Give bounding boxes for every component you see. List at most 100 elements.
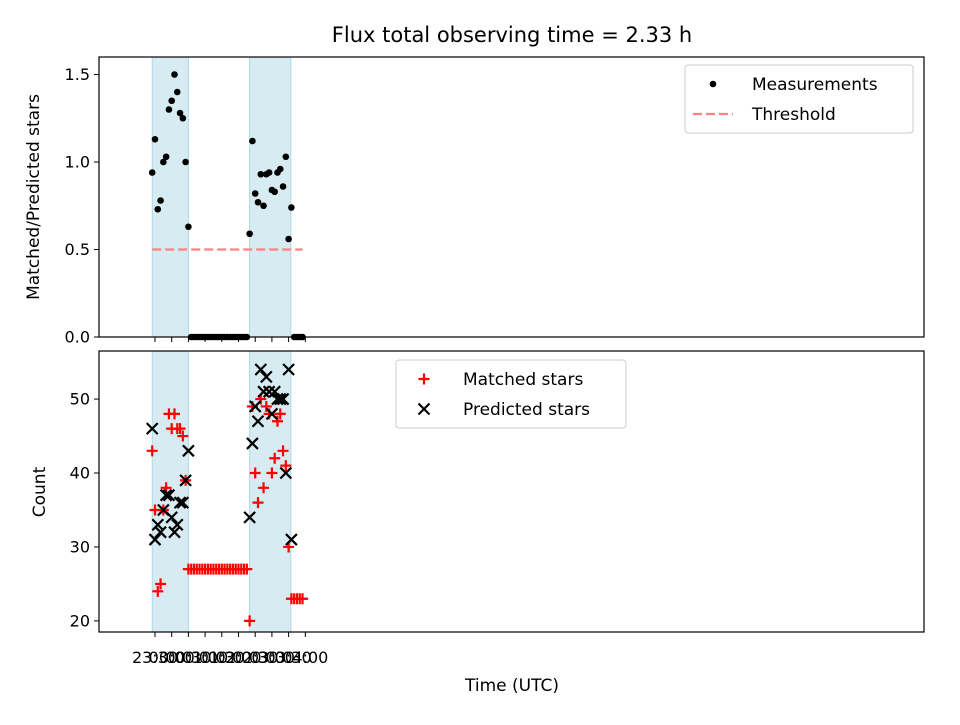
measurement-point (171, 71, 178, 78)
matched-star-point (269, 452, 281, 464)
x-tick-label: 01:30 (199, 648, 245, 667)
y-axis-label-bottom: Count (30, 466, 50, 517)
y-tick-label: 30 (70, 538, 90, 557)
measurement-point (282, 153, 290, 161)
measurement-point (182, 158, 189, 166)
measurement-point (254, 198, 262, 206)
predicted-star-point (159, 488, 173, 502)
x-tick-label: 04:00 (282, 648, 328, 667)
predicted-star-point (151, 518, 165, 532)
predicted-star-point (271, 392, 284, 406)
x-axis-label: Time (UTC) (464, 676, 559, 696)
predicted-star-point (279, 466, 293, 480)
x-tick-label: 03:00 (249, 648, 295, 667)
measurement-point (285, 235, 292, 243)
measurement-point (176, 109, 184, 117)
matched-star-point (155, 578, 167, 590)
legend-box-1 (395, 359, 627, 429)
y-tick-label: 0.0 (65, 328, 90, 347)
x-tick-label: 02:30 (232, 648, 278, 667)
matched-star-point (241, 563, 253, 575)
matched-star-point (297, 593, 309, 605)
measurement-point (179, 114, 187, 122)
legend-label: Matched stars (463, 370, 583, 390)
matched-star-point (177, 430, 189, 442)
predicted-star-point (257, 385, 270, 398)
predicted-star-point (148, 533, 162, 546)
legend-x-icon (417, 402, 431, 416)
predicted-star-point (260, 370, 273, 384)
x-tick-label: 23:30 (132, 648, 178, 667)
y-tick-label: 1.5 (65, 65, 90, 84)
measurement-point (246, 230, 253, 238)
measurement-point (154, 205, 162, 213)
measurement-point (160, 158, 167, 166)
predicted-star-point (145, 422, 159, 435)
predicted-star-point (246, 437, 259, 450)
shaded-window-0-1 (249, 56, 292, 338)
measurement-point (276, 165, 284, 173)
predicted-star-point (254, 363, 268, 376)
measurement-point (157, 197, 164, 204)
measurement-point (271, 188, 278, 196)
predicted-star-point (170, 518, 184, 532)
predicted-star-point (176, 496, 190, 509)
matched-star-point (280, 460, 292, 472)
y-tick-label: 0.5 (65, 240, 90, 259)
predicted-star-point (265, 407, 279, 421)
matched-star-point (174, 423, 186, 435)
y-tick-label: 40 (70, 464, 90, 483)
predicted-star-point (243, 511, 256, 524)
predicted-star-point (165, 511, 178, 524)
x-tick-label: 01:00 (182, 648, 228, 667)
measurement-point (288, 204, 295, 211)
x-tick-label: 03:30 (266, 648, 312, 667)
measurement-point (260, 202, 267, 210)
predicted-star-point (285, 533, 298, 546)
measurement-point (185, 223, 192, 231)
matched-star-point (249, 467, 261, 479)
axes-frame-0 (98, 56, 925, 338)
matched-star-point (258, 482, 270, 494)
measurement-point (148, 169, 156, 176)
matched-star-point (152, 585, 164, 597)
matched-star-point (277, 445, 289, 457)
matched-star-point (260, 400, 272, 412)
measurement-point (173, 88, 181, 96)
legend-label: Measurements (752, 75, 878, 95)
measurement-point (251, 190, 259, 197)
matched-star-point (146, 445, 158, 457)
measurement-point (279, 183, 287, 190)
y-tick-label: 1.0 (65, 153, 90, 172)
predicted-star-point (251, 414, 265, 428)
predicted-star-point (248, 400, 262, 413)
predicted-star-point (179, 474, 192, 487)
legend-dot-icon (709, 80, 717, 88)
predicted-star-point (173, 496, 187, 509)
axes-frame-1 (98, 350, 925, 633)
measurement-point (165, 106, 173, 113)
legend-plus-icon (418, 373, 430, 385)
chart-title: Flux total observing time = 2.33 h (332, 23, 692, 47)
y-tick-label: 50 (70, 390, 90, 409)
measurement-point (265, 169, 273, 176)
measurement-point (168, 97, 176, 105)
predicted-star-point (276, 392, 290, 406)
matched-star-point (266, 467, 278, 479)
measurement-point (162, 153, 170, 161)
measurement-point (257, 170, 265, 178)
x-tick-label: 00:30 (165, 648, 211, 667)
x-tick-label: 02:00 (215, 648, 261, 667)
predicted-star-point (168, 525, 181, 539)
matched-star-point (271, 415, 283, 427)
matched-star-point (274, 408, 286, 420)
matched-star-point (168, 408, 180, 420)
legend-label: Threshold (751, 105, 836, 125)
predicted-star-point (154, 525, 167, 539)
predicted-star-point (273, 392, 287, 406)
predicted-star-point (182, 444, 195, 458)
measurement-point (249, 137, 256, 145)
legend-box-0 (684, 64, 914, 134)
